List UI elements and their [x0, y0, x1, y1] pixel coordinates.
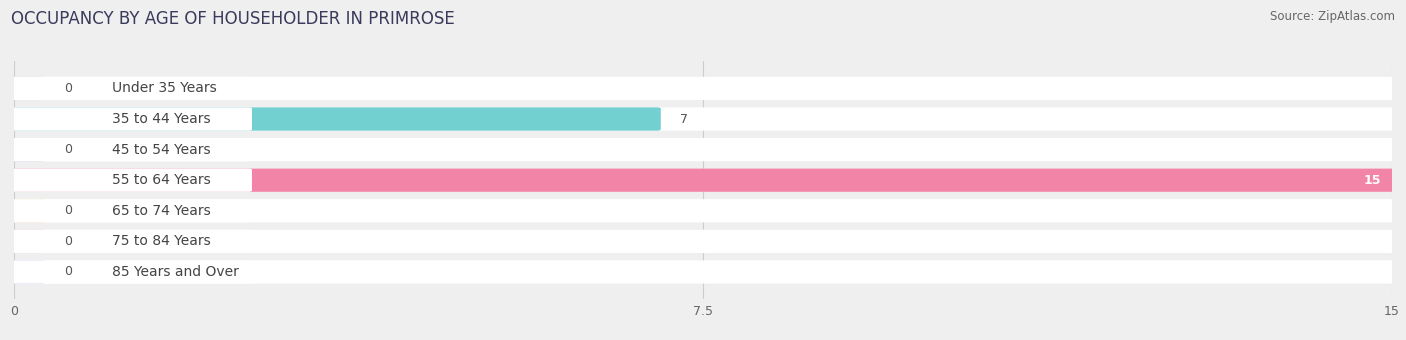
FancyBboxPatch shape [10, 169, 1396, 192]
Text: 45 to 54 Years: 45 to 54 Years [112, 142, 211, 157]
FancyBboxPatch shape [10, 77, 45, 100]
FancyBboxPatch shape [10, 199, 252, 222]
Text: 0: 0 [65, 235, 73, 248]
Text: 85 Years and Over: 85 Years and Over [112, 265, 239, 279]
FancyBboxPatch shape [10, 260, 1396, 284]
Text: 7: 7 [681, 113, 688, 125]
FancyBboxPatch shape [10, 230, 252, 253]
Text: 35 to 44 Years: 35 to 44 Years [112, 112, 211, 126]
FancyBboxPatch shape [10, 230, 45, 253]
Text: Source: ZipAtlas.com: Source: ZipAtlas.com [1270, 10, 1395, 23]
FancyBboxPatch shape [10, 107, 1396, 131]
Text: 55 to 64 Years: 55 to 64 Years [112, 173, 211, 187]
Text: 0: 0 [65, 143, 73, 156]
Text: 75 to 84 Years: 75 to 84 Years [112, 234, 211, 249]
FancyBboxPatch shape [10, 230, 1396, 253]
Text: 0: 0 [65, 266, 73, 278]
FancyBboxPatch shape [10, 77, 252, 100]
FancyBboxPatch shape [10, 138, 1396, 161]
Text: Under 35 Years: Under 35 Years [112, 81, 217, 96]
Text: 65 to 74 Years: 65 to 74 Years [112, 204, 211, 218]
FancyBboxPatch shape [10, 138, 252, 161]
FancyBboxPatch shape [10, 107, 661, 131]
FancyBboxPatch shape [10, 169, 1396, 192]
Text: OCCUPANCY BY AGE OF HOUSEHOLDER IN PRIMROSE: OCCUPANCY BY AGE OF HOUSEHOLDER IN PRIMR… [11, 10, 456, 28]
FancyBboxPatch shape [10, 199, 1396, 222]
Text: 0: 0 [65, 82, 73, 95]
Text: 15: 15 [1364, 174, 1381, 187]
FancyBboxPatch shape [10, 138, 45, 161]
FancyBboxPatch shape [10, 77, 1396, 100]
FancyBboxPatch shape [10, 260, 252, 284]
Text: 0: 0 [65, 204, 73, 217]
FancyBboxPatch shape [10, 169, 252, 192]
FancyBboxPatch shape [10, 260, 45, 284]
FancyBboxPatch shape [10, 199, 45, 222]
FancyBboxPatch shape [10, 107, 252, 131]
